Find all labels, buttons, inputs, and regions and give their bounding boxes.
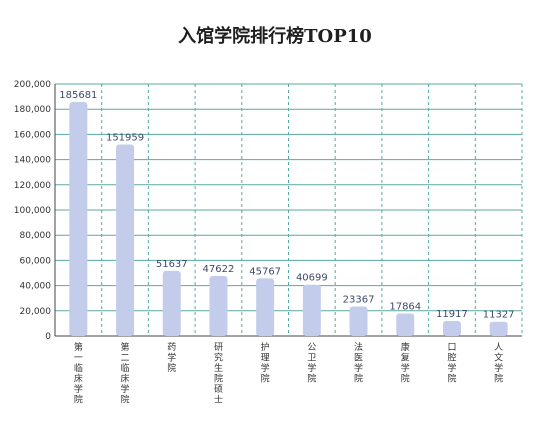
x-tick-label: 第一临床学院 [74, 341, 83, 406]
data-label: 11327 [483, 310, 515, 321]
chart-title: 入馆学院排行榜TOP10 [178, 26, 372, 47]
bar [489, 321, 508, 336]
y-tick-label: 80,000 [20, 231, 52, 241]
bar [162, 270, 181, 336]
bar [349, 306, 368, 336]
bar [442, 320, 461, 336]
x-tick-label: 第二临床学院 [121, 341, 130, 406]
x-tick-label: 公卫学院 [307, 342, 316, 385]
data-label: 11917 [436, 309, 468, 320]
x-tick-label: 人文学院 [494, 342, 503, 385]
y-tick-label: 180,000 [14, 105, 51, 115]
x-tick-label: 康复学院 [401, 341, 410, 385]
data-label: 51637 [156, 259, 188, 270]
x-tick-label: 口腔学院 [447, 343, 456, 385]
bar [69, 102, 88, 337]
data-label: 151959 [106, 133, 144, 144]
data-label: 40699 [296, 273, 328, 284]
bar [302, 284, 321, 336]
y-tick-label: 0 [45, 332, 51, 342]
x-tick-label: 研究生院硕士 [214, 342, 223, 406]
bar [116, 144, 135, 336]
y-tick-label: 100,000 [14, 206, 51, 216]
x-tick-label: 法医学院 [354, 341, 363, 385]
y-tick-label: 40,000 [20, 282, 52, 292]
y-tick-label: 200,000 [14, 80, 51, 90]
data-label: 45767 [249, 266, 281, 277]
bar [396, 313, 415, 336]
data-label: 185681 [59, 90, 97, 101]
bar [209, 275, 228, 336]
data-label: 23367 [343, 295, 375, 306]
data-label: 17864 [389, 301, 421, 312]
x-tick-label: 护理学院 [261, 341, 270, 385]
y-tick-label: 160,000 [14, 130, 51, 140]
y-tick-label: 60,000 [20, 256, 52, 266]
bar [256, 278, 275, 336]
y-tick-label: 140,000 [14, 156, 51, 166]
x-tick-label: 药学院 [167, 342, 176, 374]
y-tick-label: 120,000 [14, 181, 51, 191]
y-tick-label: 20,000 [20, 307, 52, 317]
data-label: 47622 [203, 264, 235, 275]
